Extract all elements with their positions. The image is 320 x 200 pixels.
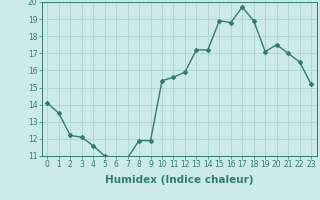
X-axis label: Humidex (Indice chaleur): Humidex (Indice chaleur) [105,175,253,185]
